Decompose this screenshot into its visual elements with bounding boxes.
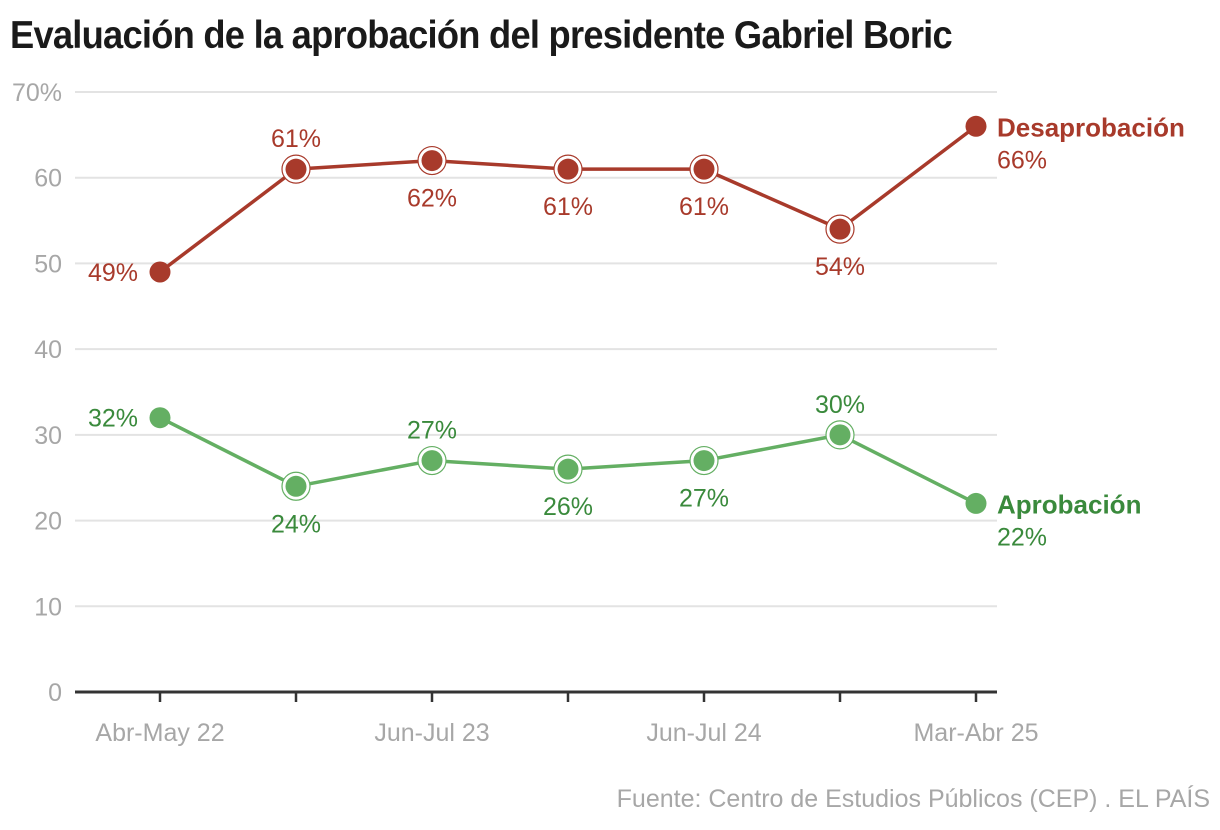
series-aprobacion (149, 407, 987, 514)
data-point (829, 424, 851, 446)
series-desaprobacion (149, 115, 987, 283)
chart-title: Evaluación de la aprobación del presiden… (10, 14, 953, 57)
data-label: 32% (88, 405, 138, 433)
series-name-label: Desaprobación (997, 112, 1185, 142)
data-label: 24% (271, 510, 321, 538)
y-tick-label: 50 (34, 250, 62, 278)
y-tick-label: 30 (34, 422, 62, 450)
data-point (965, 115, 987, 137)
source-note: Fuente: Centro de Estudios Públicos (CEP… (616, 785, 1210, 813)
data-label: 30% (815, 391, 865, 419)
y-tick-label: 20 (34, 508, 62, 536)
data-label: 61% (271, 125, 321, 153)
x-tick-label: Jun-Jul 24 (646, 719, 761, 747)
data-label: 61% (679, 193, 729, 221)
data-label: 49% (88, 259, 138, 287)
data-point (693, 158, 715, 180)
data-point (285, 158, 307, 180)
data-point (421, 450, 443, 472)
y-tick-label: 0 (48, 679, 62, 707)
data-label: 26% (543, 493, 593, 521)
data-label: 54% (815, 253, 865, 281)
y-tick-label: 10 (34, 593, 62, 621)
data-labels: 49% 61% 62% 61% 61% 54% Desaprobación 66% 32% 24%… (88, 112, 1185, 551)
data-point (965, 492, 987, 514)
series (149, 115, 987, 514)
data-label: 61% (543, 193, 593, 221)
data-point (557, 158, 579, 180)
data-label: 22% (997, 523, 1047, 551)
data-point (693, 450, 715, 472)
data-label: 27% (407, 417, 457, 445)
data-point (829, 218, 851, 240)
y-tick-label: 60 (34, 165, 62, 193)
x-axis: Abr-May 22 Jun-Jul 23 Jun-Jul 24 Mar-Abr 25 (75, 690, 1039, 747)
y-tick-label: 70% (12, 79, 62, 107)
y-tick-label: 40 (34, 336, 62, 364)
data-label: 66% (997, 146, 1047, 174)
data-label: 62% (407, 185, 457, 213)
data-point (149, 407, 171, 429)
x-tick-label: Jun-Jul 23 (374, 719, 489, 747)
data-point (421, 150, 443, 172)
data-label: 27% (679, 485, 729, 513)
data-point (285, 475, 307, 497)
series-name-label: Aprobación (997, 489, 1141, 519)
x-tick-label: Abr-May 22 (95, 719, 224, 747)
data-point (149, 261, 171, 283)
data-point (557, 458, 579, 480)
x-tick-label: Mar-Abr 25 (913, 719, 1038, 747)
